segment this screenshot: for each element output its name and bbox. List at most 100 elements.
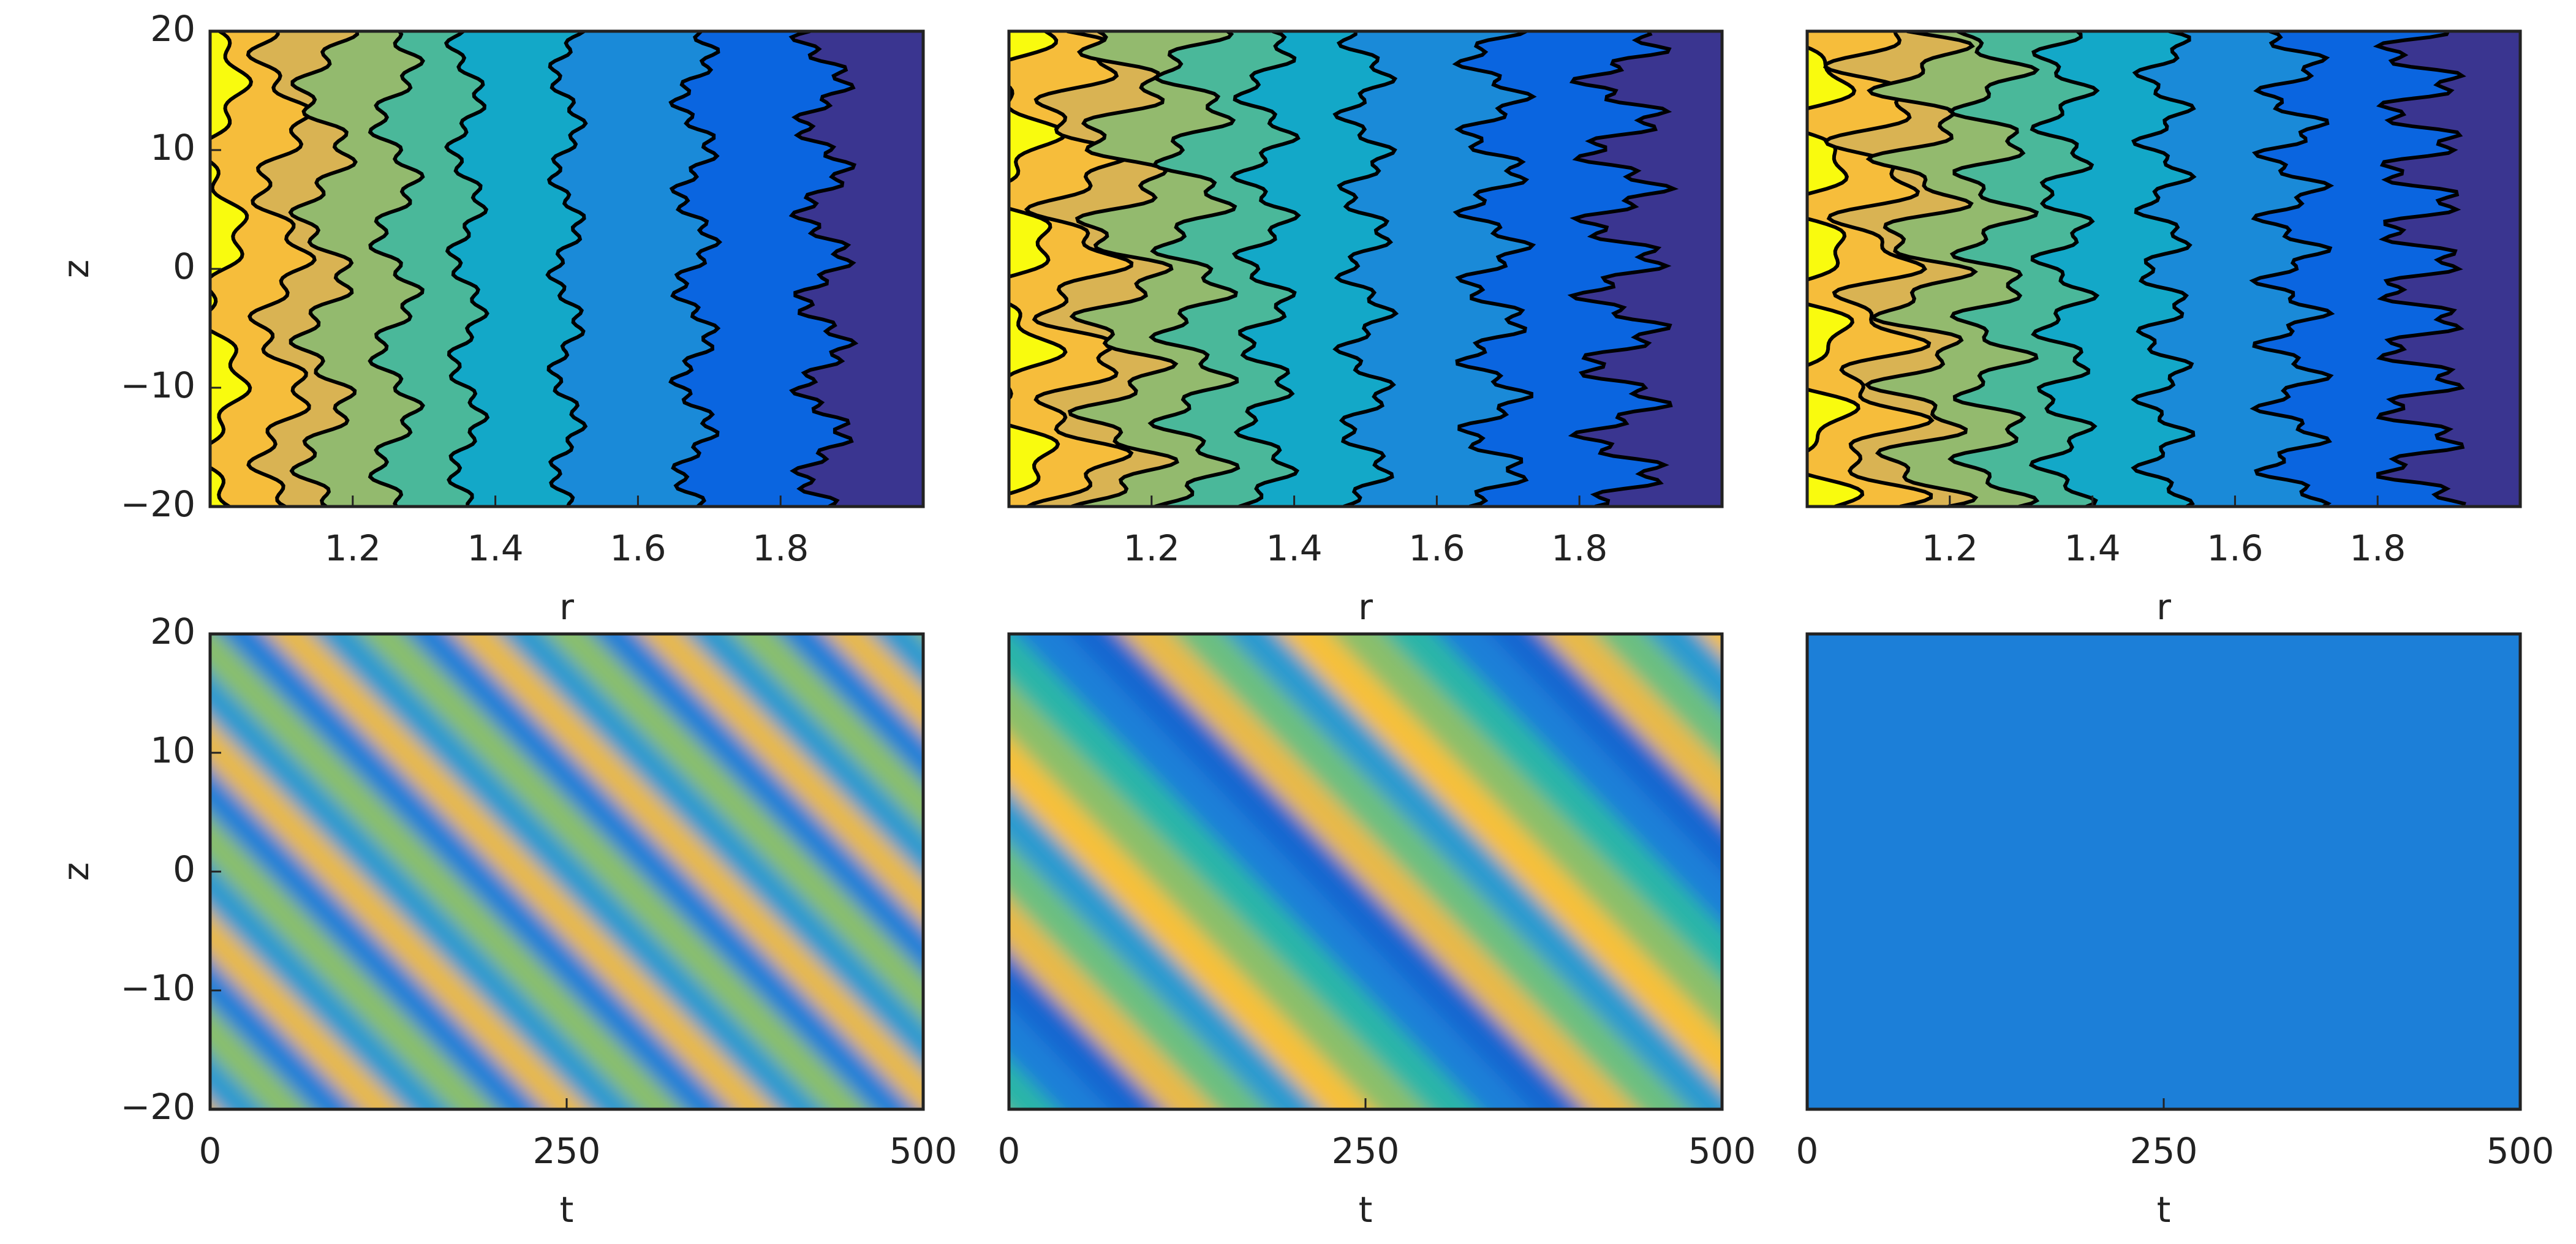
x-tick-label: 1.2: [1124, 527, 1180, 569]
x-tick-label: 1.2: [325, 527, 381, 569]
x-tick-label: 250: [1332, 1130, 1400, 1172]
contour-line: [1567, 31, 1679, 507]
stripe: [1542, 634, 1722, 819]
stripe: [1595, 634, 1722, 765]
contour-line: [2249, 31, 2335, 507]
x-axis-label: r: [559, 586, 574, 628]
x-tick-label: 500: [2487, 1130, 2555, 1172]
y-tick-label: 10: [150, 729, 195, 771]
contour-line: [1332, 31, 1399, 507]
x-tick-label: 1.4: [1266, 527, 1322, 569]
stripe: [1868, 634, 2398, 1109]
contour-line: [545, 31, 588, 507]
stripe: [210, 634, 689, 1109]
y-tick-label: 20: [150, 611, 195, 652]
stripe: [2162, 634, 2520, 1001]
contour-band: [1571, 31, 1722, 507]
stripe: [732, 634, 923, 831]
x-tick-label: 250: [533, 1130, 601, 1172]
stripe: [592, 634, 923, 974]
x-tick-label: 1.4: [2064, 527, 2120, 569]
y-tick-label: 20: [150, 8, 195, 50]
stripe: [1331, 634, 1722, 1035]
x-tick-label: 0: [998, 1130, 1021, 1172]
contour-line: [1452, 31, 1537, 507]
stripe: [2280, 634, 2520, 880]
stripe: [210, 952, 363, 1109]
stripe: [1009, 837, 1274, 1109]
stripe: [2339, 634, 2520, 820]
contour-line: [1024, 31, 1134, 507]
stripe: [1807, 634, 2281, 1109]
stripe: [1009, 729, 1380, 1109]
plot-area: [210, 31, 923, 507]
x-tick-label: 1.6: [2207, 527, 2263, 569]
stripe: [686, 634, 923, 878]
contour-line: [668, 31, 722, 507]
stripe: [1009, 675, 1432, 1109]
contour-line: [210, 31, 254, 507]
contour-line: [2373, 31, 2466, 507]
stripes: [0, 597, 2520, 1146]
x-tick-label: 500: [890, 1130, 958, 1172]
stripe: [1807, 744, 2163, 1109]
x-axis-label: t: [1359, 1189, 1373, 1231]
x-tick-label: 1.8: [752, 527, 809, 569]
y-tick-label: −20: [121, 483, 195, 525]
stripe: [406, 634, 921, 1109]
stripe: [453, 634, 923, 1109]
contour-band: [791, 31, 923, 507]
stripe: [2045, 634, 2520, 1109]
x-axis-label: r: [1358, 586, 1373, 628]
plot-area: [1009, 597, 2576, 1146]
y-tick-label: −10: [121, 364, 195, 406]
contour-line: [368, 31, 425, 507]
contour-line: [2028, 31, 2100, 507]
stripe: [1807, 684, 2222, 1109]
stripe: [1173, 634, 1696, 1109]
stripe: [360, 634, 875, 1109]
stripe: [220, 634, 735, 1109]
stripe: [1807, 986, 1928, 1109]
plot-area: [1009, 31, 1722, 507]
stripe: [2537, 597, 2576, 1146]
x-tick-label: 500: [1688, 1130, 1756, 1172]
stripe: [210, 809, 502, 1109]
x-tick-label: 1.8: [1551, 527, 1607, 569]
stripe: [1384, 634, 1722, 981]
contour-line: [1947, 31, 2040, 507]
stripe: [2221, 634, 2520, 940]
x-tick-label: 1.6: [610, 527, 666, 569]
x-tick-label: 0: [199, 1130, 222, 1172]
stripe: [825, 634, 923, 735]
stripe: [0, 597, 48, 1146]
y-axis-label: z: [55, 260, 97, 278]
stripe: [1009, 783, 1327, 1109]
stripe: [1986, 634, 2516, 1109]
stripe: [1807, 805, 2104, 1109]
stripe: [1927, 634, 2457, 1109]
stripe: [1279, 634, 1722, 1089]
stripe: [2515, 634, 2520, 639]
contour-line: [1147, 31, 1241, 507]
stripe: [0, 597, 47, 1146]
contour-line: [1823, 31, 1935, 507]
axes-frame: [1007, 29, 1724, 508]
contour-line: [1807, 45, 1865, 507]
contour-band: [2378, 31, 2520, 507]
x-axis-label: t: [560, 1189, 574, 1231]
stripe: [266, 634, 782, 1109]
x-tick-label: 1.6: [1408, 527, 1465, 569]
plot-area: [0, 597, 2520, 1146]
stripe: [1226, 634, 1722, 1109]
plot-area: [1807, 31, 2520, 507]
stripe: [210, 857, 456, 1109]
stripe: [1068, 634, 1590, 1109]
x-tick-label: 250: [2130, 1130, 2198, 1172]
y-tick-label: 0: [173, 848, 195, 890]
stripes: [0, 597, 923, 1146]
contour-line: [1067, 31, 1179, 507]
stripe: [1015, 634, 1538, 1109]
stripe: [1009, 891, 1222, 1109]
x-tick-label: 1.2: [1922, 527, 1978, 569]
